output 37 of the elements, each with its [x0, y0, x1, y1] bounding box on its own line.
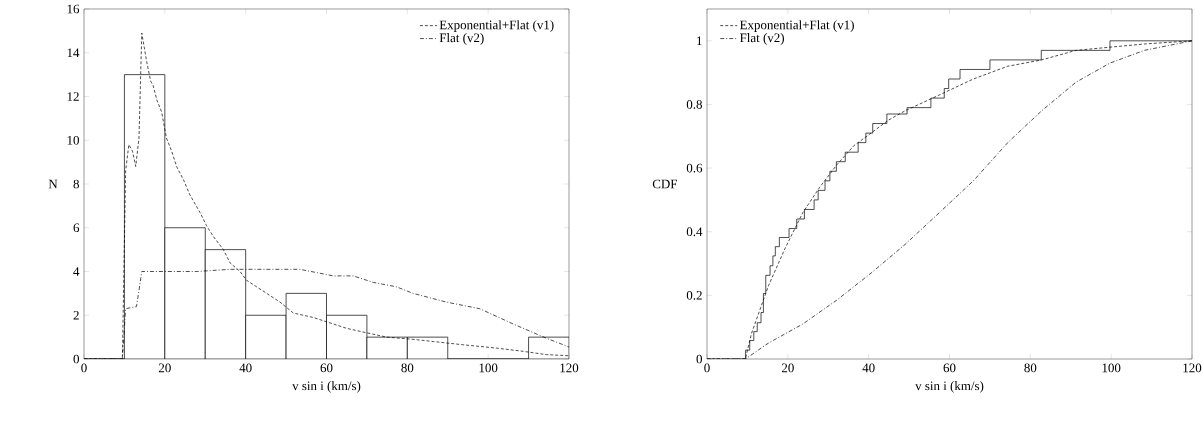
y-tick-label: 4: [73, 267, 80, 276]
y-tick-label: 0.4: [686, 227, 703, 237]
y-tick-label: 14: [67, 48, 80, 58]
x-tick-label: 100: [1102, 363, 1121, 373]
x-tick-label: 20: [781, 363, 794, 373]
y-tick-label: 0: [73, 354, 79, 364]
x-axis-title: v sin i (km/s): [292, 381, 361, 393]
x-tick-label: 20: [158, 363, 171, 373]
x-tick-label: 0: [704, 363, 710, 373]
x-tick-label: 120: [1183, 363, 1202, 373]
x-tick-label: 80: [1024, 363, 1037, 373]
x-tick-label: 80: [401, 363, 414, 373]
x-tick-label: 60: [320, 363, 333, 373]
legend-label: Flat (v2): [439, 33, 484, 45]
y-tick-label: 12: [67, 92, 79, 101]
y-tick-label: 0: [696, 354, 702, 364]
x-tick-label: 120: [560, 363, 579, 373]
y-tick-label: 10: [67, 135, 79, 145]
x-tick-label: 100: [479, 363, 498, 373]
legend-label: Exponential+Flat (v1): [439, 20, 554, 32]
y-tick-label: 16: [67, 4, 80, 14]
y-tick-label: 0.8: [686, 100, 702, 109]
y-tick-label: 1: [697, 36, 702, 46]
x-tick-label: 60: [943, 363, 956, 373]
legend-label: Flat (v2): [739, 33, 784, 45]
x-tick-label: 0: [81, 363, 87, 373]
y-tick-label: 0.6: [686, 163, 703, 173]
y-axis-title: N: [48, 179, 58, 189]
y-tick-label: 0.2: [686, 290, 702, 300]
y-axis-title: CDF: [652, 179, 677, 189]
x-tick-label: 40: [862, 363, 875, 373]
y-tick-label: 2: [73, 310, 79, 320]
y-tick-label: 6: [73, 223, 80, 233]
x-axis-title: v sin i (km/s): [915, 381, 984, 393]
y-tick-label: 8: [73, 179, 79, 189]
legend-label: Exponential+Flat (v1): [739, 20, 854, 32]
x-tick-label: 40: [239, 363, 252, 373]
